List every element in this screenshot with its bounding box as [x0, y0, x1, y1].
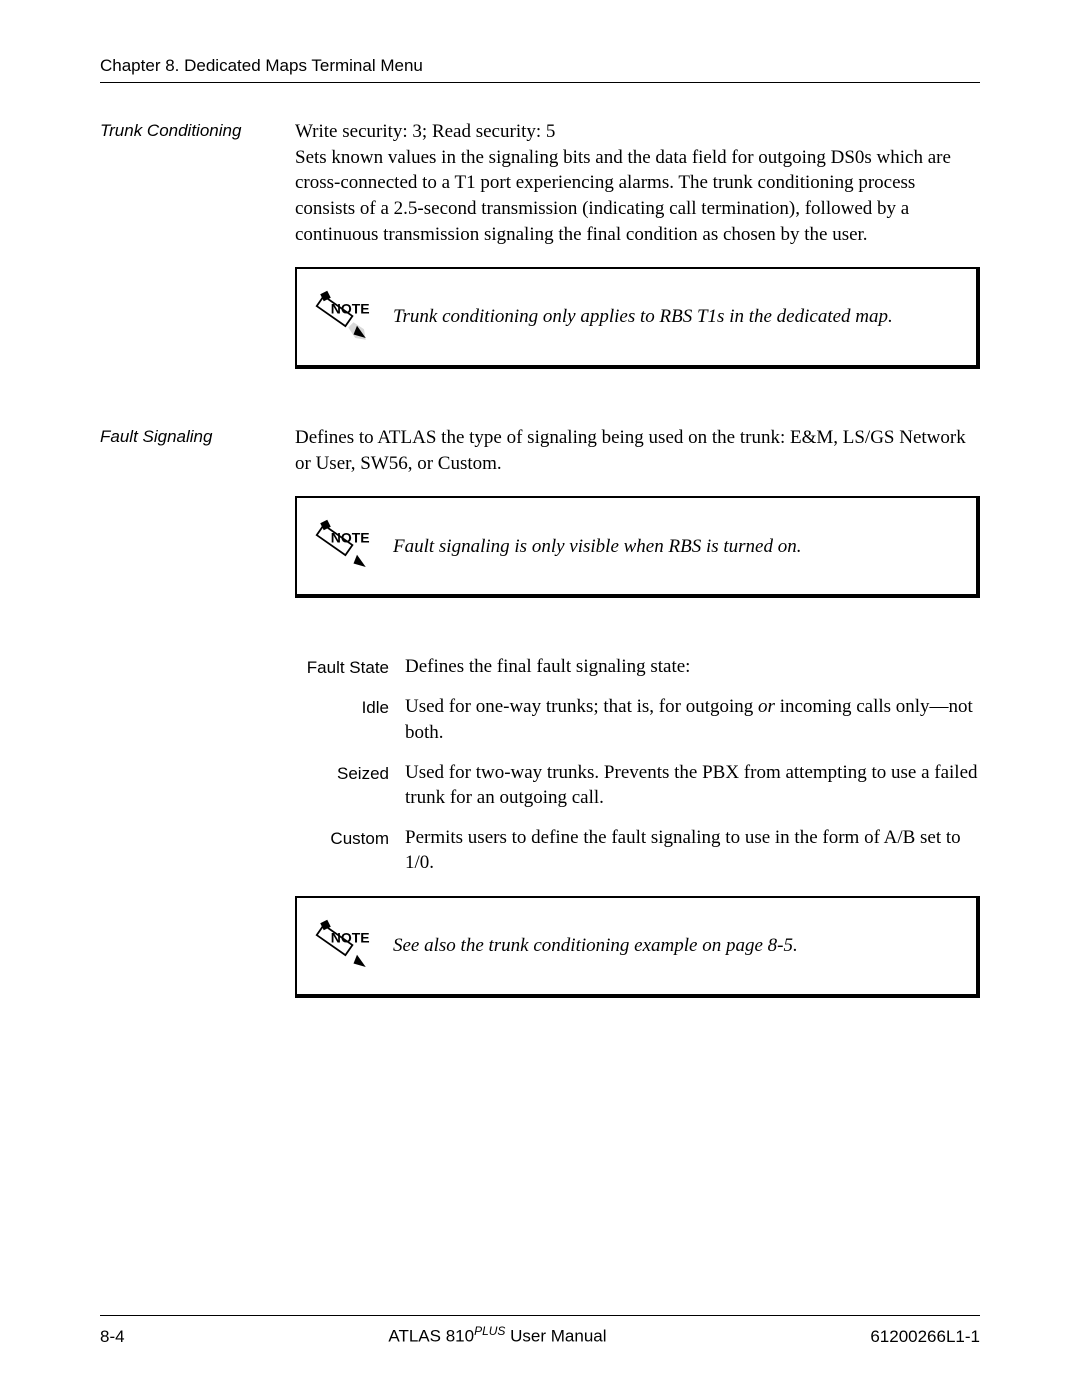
svg-text:NOTE: NOTE [331, 930, 370, 946]
section-label: Fault Signaling [100, 425, 295, 449]
note-text: See also the trunk conditioning example … [393, 933, 798, 959]
note-text: Fault signaling is only visible when RBS… [393, 534, 801, 560]
security-line: Write security: 3; Read security: 5 [295, 119, 980, 145]
definitions: Fault State Defines the final fault sign… [295, 654, 980, 998]
page-number: 8-4 [100, 1327, 125, 1347]
def-row-idle: Idle Used for one-way trunks; that is, f… [295, 694, 980, 745]
note-box: NOTE See also the trunk conditioning exa… [295, 896, 980, 998]
def-row-fault-state: Fault State Defines the final fault sign… [295, 654, 980, 680]
def-desc: Used for two-way trunks. Prevents the PB… [405, 760, 980, 811]
doc-id: 61200266L1-1 [870, 1327, 980, 1347]
footer-rule [100, 1315, 980, 1316]
def-row-custom: Custom Permits users to define the fault… [295, 825, 980, 876]
def-term: Seized [295, 760, 405, 786]
manual-title: ATLAS 810PLUS User Manual [388, 1324, 606, 1347]
section-body: Write security: 3; Read security: 5 Sets… [295, 119, 980, 369]
section-fault-signaling: Fault Signaling Defines to ATLAS the typ… [100, 425, 980, 598]
svg-text:NOTE: NOTE [331, 301, 370, 317]
note-pencil-icon: NOTE [315, 518, 371, 574]
header-rule [100, 82, 980, 83]
def-term: Idle [295, 694, 405, 720]
def-term: Fault State [295, 654, 405, 680]
note-box: NOTE Fault signaling is only visible whe… [295, 496, 980, 598]
body-text: Defines to ATLAS the type of signaling b… [295, 425, 980, 476]
section-body: Defines to ATLAS the type of signaling b… [295, 425, 980, 598]
section-label: Trunk Conditioning [100, 119, 295, 143]
def-row-seized: Seized Used for two-way trunks. Prevents… [295, 760, 980, 811]
running-head: Chapter 8. Dedicated Maps Terminal Menu [100, 56, 980, 76]
svg-text:NOTE: NOTE [331, 530, 370, 546]
def-desc: Used for one-way trunks; that is, for ou… [405, 694, 980, 745]
section-trunk-conditioning: Trunk Conditioning Write security: 3; Re… [100, 119, 980, 369]
page-footer: 8-4 ATLAS 810PLUS User Manual 61200266L1… [100, 1315, 980, 1347]
note-pencil-icon: NOTE [315, 289, 371, 345]
note-pencil-icon: NOTE [315, 918, 371, 974]
note-box: NOTE Trunk conditioning only applies to … [295, 267, 980, 369]
definition-block: Fault State Defines the final fault sign… [100, 654, 980, 998]
def-desc: Permits users to define the fault signal… [405, 825, 980, 876]
body-text: Sets known values in the signaling bits … [295, 145, 980, 248]
page: Chapter 8. Dedicated Maps Terminal Menu … [0, 0, 1080, 1397]
def-desc: Defines the final fault signaling state: [405, 654, 980, 680]
def-term: Custom [295, 825, 405, 851]
note-text: Trunk conditioning only applies to RBS T… [393, 304, 893, 330]
